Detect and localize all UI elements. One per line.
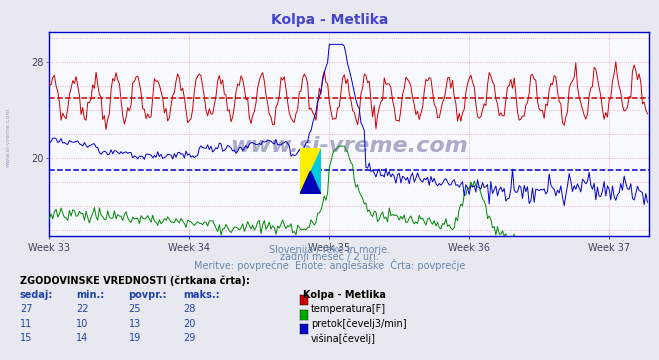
Text: višina[čevelj]: višina[čevelj] <box>311 333 376 343</box>
Text: zadnji mesec / 2 uri.: zadnji mesec / 2 uri. <box>280 252 379 262</box>
Text: www.si-vreme.com: www.si-vreme.com <box>231 136 468 156</box>
Text: sedaj:: sedaj: <box>20 290 53 300</box>
Polygon shape <box>300 171 321 194</box>
Text: 22: 22 <box>76 304 88 314</box>
Text: pretok[čevelj3/min]: pretok[čevelj3/min] <box>311 319 407 329</box>
Text: Meritve: povprečne  Enote: anglešaške  Črta: povprečje: Meritve: povprečne Enote: anglešaške Črt… <box>194 259 465 271</box>
Text: maks.:: maks.: <box>183 290 220 300</box>
Text: 11: 11 <box>20 319 32 329</box>
Text: temperatura[F]: temperatura[F] <box>311 304 386 314</box>
Text: 28: 28 <box>183 304 196 314</box>
Text: 27: 27 <box>20 304 32 314</box>
Text: 20: 20 <box>183 319 196 329</box>
Text: povpr.:: povpr.: <box>129 290 167 300</box>
Text: 15: 15 <box>20 333 32 343</box>
Text: 14: 14 <box>76 333 88 343</box>
Text: Kolpa - Metlika: Kolpa - Metlika <box>271 13 388 27</box>
Text: 29: 29 <box>183 333 196 343</box>
Polygon shape <box>300 148 321 194</box>
Polygon shape <box>300 148 321 194</box>
Text: 25: 25 <box>129 304 141 314</box>
Text: Kolpa - Metlika: Kolpa - Metlika <box>303 290 386 300</box>
Text: Slovenija / reke in morje.: Slovenija / reke in morje. <box>269 245 390 255</box>
Text: min.:: min.: <box>76 290 104 300</box>
Text: 10: 10 <box>76 319 88 329</box>
Text: 19: 19 <box>129 333 141 343</box>
Text: www.si-vreme.com: www.si-vreme.com <box>5 107 11 167</box>
Text: 13: 13 <box>129 319 141 329</box>
Text: ZGODOVINSKE VREDNOSTI (črtkana črta):: ZGODOVINSKE VREDNOSTI (črtkana črta): <box>20 275 250 286</box>
